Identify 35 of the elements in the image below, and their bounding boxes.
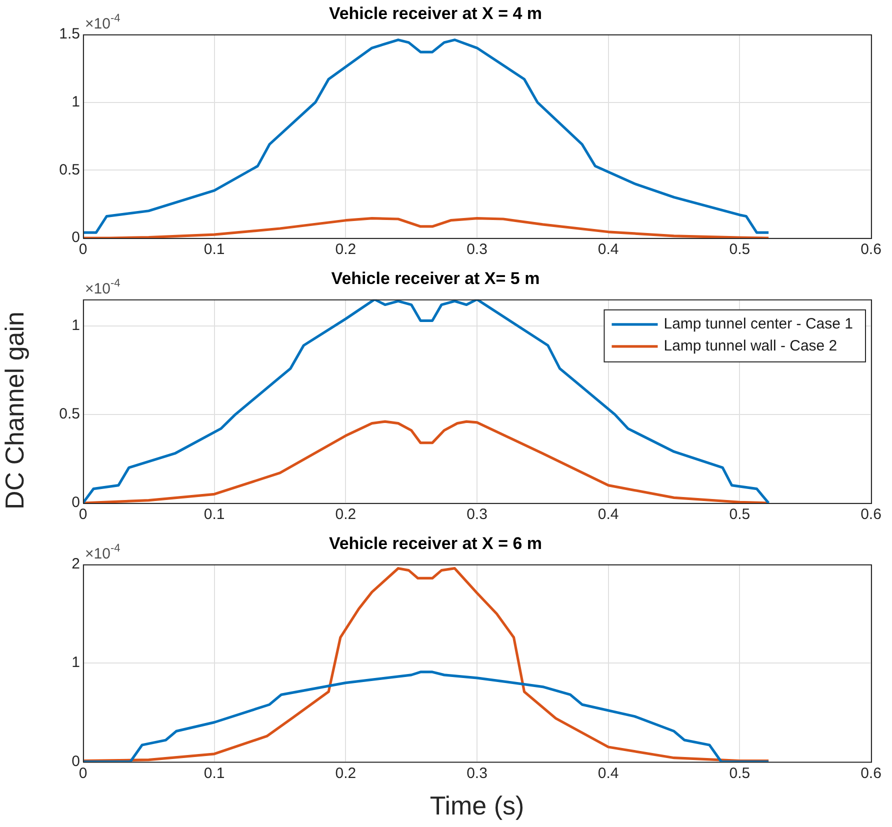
- y-tick-label: 2: [72, 556, 80, 573]
- x-tick-label: 0.1: [204, 506, 225, 524]
- y-tick-label: 0: [72, 494, 80, 512]
- x-tick-label: 0.2: [335, 506, 356, 524]
- x-tick-label: 0.4: [598, 241, 619, 258]
- x-tick-label: 0.3: [466, 764, 488, 782]
- chart-title: Vehicle receiver at X = 4 m: [328, 4, 542, 23]
- x-tick-label: 0.5: [729, 506, 750, 524]
- x-tick-label: 0.4: [598, 506, 619, 524]
- y-axis-title: DC Channel gain: [0, 310, 30, 512]
- chart-title: Vehicle receiver at X = 6 m: [328, 534, 542, 553]
- x-tick-label: 0.6: [860, 241, 882, 258]
- x-tick-label: 0.2: [335, 764, 356, 782]
- y-tick-label: 1: [72, 93, 80, 110]
- x-tick-label: 0.5: [729, 764, 750, 782]
- x-tick-label: 0.6: [860, 764, 882, 782]
- y-tick-label: 0.5: [59, 161, 80, 178]
- x-axis-title: Time (s): [430, 790, 524, 821]
- y-tick-label: 0: [72, 229, 80, 246]
- x-tick-label: 0.6: [860, 506, 882, 524]
- chart-title: Vehicle receiver at X= 5 m: [331, 268, 540, 288]
- x-tick-label: 0.5: [729, 241, 750, 258]
- x-tick-label: 0.2: [335, 241, 356, 258]
- legend-label: Lamp tunnel center - Case 1: [664, 316, 854, 333]
- x-tick-label: 0.3: [466, 241, 488, 258]
- y-tick-label: 0.5: [59, 406, 80, 423]
- y-tick-label: 0: [72, 752, 80, 770]
- x-tick-label: 0.3: [466, 506, 488, 524]
- x-tick-label: 0.1: [204, 241, 225, 258]
- x-tick-label: 0.1: [204, 764, 225, 782]
- y-tick-label: 1: [72, 654, 80, 672]
- legend-label: Lamp tunnel wall - Case 2: [664, 338, 838, 355]
- y-tick-label: 1: [72, 317, 80, 334]
- x-tick-label: 0.4: [598, 764, 619, 782]
- y-tick-label: 1.5: [59, 26, 80, 43]
